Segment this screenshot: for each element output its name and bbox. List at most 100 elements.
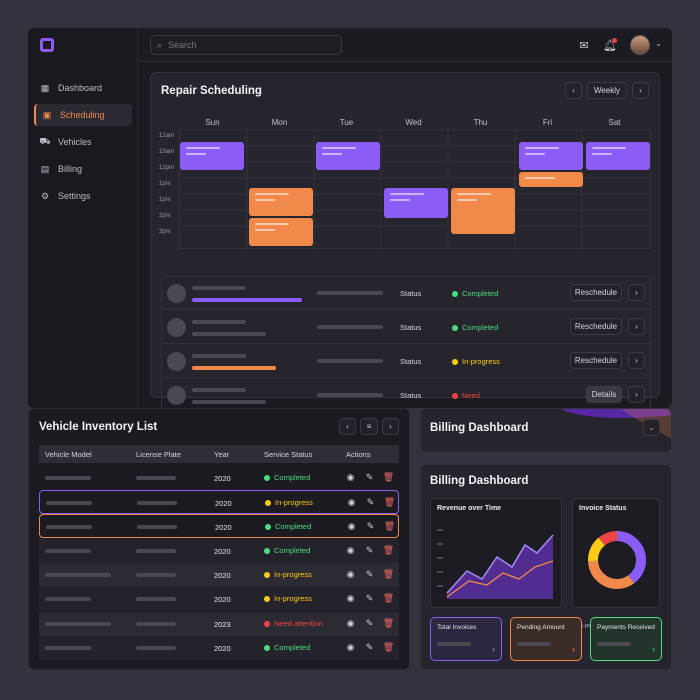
chevron-right-icon[interactable]: › bbox=[628, 284, 645, 301]
table-row[interactable]: 2020 Completed ◉ ✎ 🗑︎ bbox=[39, 539, 399, 563]
status-badge: Need bbox=[452, 391, 480, 400]
calendar-event[interactable] bbox=[180, 142, 244, 170]
status-badge: Completed bbox=[452, 323, 498, 332]
status-label: Status bbox=[400, 391, 422, 400]
card-title: Billing Dashboard bbox=[430, 475, 529, 487]
payments-received-card[interactable]: Payments Received › bbox=[590, 617, 662, 661]
invoice-donut-chart bbox=[588, 531, 646, 589]
hour-label: 3pm bbox=[159, 229, 171, 235]
calendar-event[interactable] bbox=[586, 142, 650, 170]
edit-icon[interactable]: ✎ bbox=[366, 497, 375, 507]
table-row[interactable]: 2020 In-progress ◉ ✎ 🗑︎ bbox=[39, 490, 399, 514]
table-row[interactable]: 2020 In-progress ◉ ✎ 🗑︎ bbox=[39, 587, 399, 611]
sidebar-item-dashboard[interactable]: ▦ Dashboard bbox=[34, 77, 132, 99]
card-title: Vehicle Inventory List bbox=[39, 421, 158, 433]
eye-icon[interactable]: ◉ bbox=[347, 521, 356, 531]
hour-label: 1pm bbox=[159, 197, 171, 203]
calendar-event[interactable] bbox=[451, 188, 515, 234]
details-button[interactable]: Details bbox=[586, 386, 622, 403]
trash-icon[interactable]: 🗑︎ bbox=[382, 569, 395, 579]
chevron-down-icon[interactable]: ⌄ bbox=[643, 419, 660, 436]
sidebar-item-label: Billing bbox=[58, 164, 83, 174]
logo-icon[interactable] bbox=[40, 38, 54, 52]
eye-icon[interactable]: ◉ bbox=[346, 642, 355, 652]
edit-icon[interactable]: ✎ bbox=[365, 545, 374, 555]
table-row[interactable]: 2020 Completed ◉ ✎ 🗑︎ bbox=[39, 466, 399, 490]
hour-label: 12am bbox=[159, 133, 175, 139]
eye-icon[interactable]: ◉ bbox=[347, 497, 356, 507]
calendar-event[interactable] bbox=[519, 142, 583, 170]
eye-icon[interactable]: ◉ bbox=[346, 545, 355, 555]
repair-row[interactable]: Status Need Details › bbox=[162, 379, 650, 408]
repair-list: Status Completed Reschedule › Status Com… bbox=[161, 276, 651, 408]
prev-week-button[interactable]: ‹ bbox=[565, 82, 582, 99]
trash-icon[interactable]: 🗑︎ bbox=[382, 545, 395, 555]
trash-icon[interactable]: 🗑︎ bbox=[382, 593, 395, 603]
sidebar-item-vehicles[interactable]: ⛟ Vehicles bbox=[34, 131, 132, 153]
document-icon: ▤ bbox=[40, 163, 50, 174]
repair-row[interactable]: Status Completed Reschedule › bbox=[162, 311, 650, 344]
sidebar-item-label: Dashboard bbox=[58, 83, 103, 93]
search-box[interactable]: ⌕ bbox=[150, 35, 342, 55]
eye-icon[interactable]: ◉ bbox=[346, 618, 355, 628]
calendar-event[interactable] bbox=[249, 188, 313, 216]
revenue-chart bbox=[437, 529, 554, 599]
edit-icon[interactable]: ✎ bbox=[365, 642, 374, 652]
column-header[interactable]: License Plate bbox=[136, 450, 182, 459]
edit-icon[interactable]: ✎ bbox=[365, 472, 374, 482]
mail-icon[interactable]: ✉ bbox=[579, 39, 589, 52]
chevron-down-icon[interactable]: ⌄ bbox=[655, 39, 662, 48]
reschedule-button[interactable]: Reschedule bbox=[570, 352, 622, 369]
next-page-button[interactable]: › bbox=[382, 418, 399, 435]
eye-icon[interactable]: ◉ bbox=[346, 593, 355, 603]
calendar-event[interactable] bbox=[316, 142, 380, 170]
repair-row[interactable]: Status In-progress Reschedule › bbox=[162, 345, 650, 378]
edit-icon[interactable]: ✎ bbox=[365, 569, 374, 579]
chevron-right-icon[interactable]: › bbox=[628, 352, 645, 369]
search-input[interactable] bbox=[168, 40, 319, 50]
calendar-event[interactable] bbox=[249, 218, 313, 246]
chevron-right-icon[interactable]: › bbox=[628, 318, 645, 335]
prev-page-button[interactable]: ‹ bbox=[339, 418, 356, 435]
day-label: Mon bbox=[271, 118, 288, 127]
day-label: Tue bbox=[339, 118, 354, 127]
reschedule-button[interactable]: Reschedule bbox=[570, 284, 622, 301]
column-header[interactable]: Service Status bbox=[264, 450, 313, 459]
trash-icon[interactable]: 🗑︎ bbox=[382, 472, 395, 482]
edit-icon[interactable]: ✎ bbox=[365, 593, 374, 603]
trash-icon[interactable]: 🗑︎ bbox=[383, 521, 396, 531]
edit-icon[interactable]: ✎ bbox=[365, 618, 374, 628]
column-header[interactable]: Vehicle Model bbox=[45, 450, 92, 459]
day-label: Sat bbox=[608, 118, 621, 127]
table-row[interactable]: 2020 Completed ◉ ✎ 🗑︎ bbox=[39, 636, 399, 660]
pending-amount-card[interactable]: Pending Amount › bbox=[510, 617, 582, 661]
sidebar-item-settings[interactable]: ⚙ Settings bbox=[34, 185, 132, 207]
table-row[interactable]: 2020 Completed ◉ ✎ 🗑︎ bbox=[39, 514, 399, 538]
filter-icon[interactable]: ≡ bbox=[360, 418, 378, 435]
view-selector[interactable]: Weekly bbox=[587, 82, 627, 99]
table-row[interactable]: 2023 Need attention ◉ ✎ 🗑︎ bbox=[39, 612, 399, 636]
table-row[interactable]: 2020 In-progress ◉ ✎ 🗑︎ bbox=[39, 563, 399, 587]
trash-icon[interactable]: 🗑︎ bbox=[382, 618, 395, 628]
day-label: Wed bbox=[405, 118, 422, 127]
trash-icon[interactable]: 🗑︎ bbox=[383, 497, 396, 507]
repair-row[interactable]: Status Completed Reschedule › bbox=[162, 277, 650, 310]
avatar[interactable] bbox=[630, 35, 650, 55]
eye-icon[interactable]: ◉ bbox=[346, 569, 355, 579]
sidebar-item-scheduling[interactable]: ▣ Scheduling bbox=[34, 104, 132, 126]
edit-icon[interactable]: ✎ bbox=[366, 521, 375, 531]
status-label: Status bbox=[400, 289, 422, 298]
total-invoices-card[interactable]: Total Invoices › bbox=[430, 617, 502, 661]
eye-icon[interactable]: ◉ bbox=[346, 472, 355, 482]
next-week-button[interactable]: › bbox=[632, 82, 649, 99]
sidebar-item-billing[interactable]: ▤ Billing bbox=[34, 158, 132, 180]
chevron-right-icon[interactable]: › bbox=[628, 386, 645, 403]
trash-icon[interactable]: 🗑︎ bbox=[382, 642, 395, 652]
calendar-event[interactable] bbox=[384, 188, 448, 218]
calendar-event[interactable] bbox=[519, 172, 583, 187]
bell-icon[interactable]: 🔔︎ bbox=[603, 38, 617, 52]
day-label: Thu bbox=[473, 118, 488, 127]
column-header[interactable]: Year bbox=[214, 450, 230, 459]
reschedule-button[interactable]: Reschedule bbox=[570, 318, 622, 335]
day-label: Fri bbox=[542, 118, 553, 127]
